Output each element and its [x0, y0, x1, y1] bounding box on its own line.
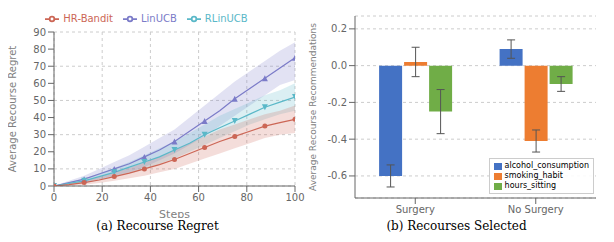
- html-text:LinUCB: LinUCB: [141, 13, 177, 24]
- html-text:smoking_habit: smoking_habit: [504, 171, 563, 180]
- svg-text:80: 80: [240, 192, 253, 203]
- html-text:RLinUCB: RLinUCB: [204, 13, 248, 24]
- svg-text:0: 0: [40, 181, 46, 192]
- svg-text:10: 10: [33, 163, 46, 174]
- svg-text:Steps: Steps: [159, 208, 190, 218]
- svg-text:-0.2: -0.2: [327, 97, 347, 108]
- svg-text:100: 100: [285, 192, 304, 203]
- svg-text:50: 50: [33, 95, 46, 106]
- svg-text:90: 90: [33, 27, 46, 38]
- svg-text:20: 20: [33, 146, 46, 157]
- svg-text:60: 60: [192, 192, 205, 203]
- svg-text:70: 70: [33, 61, 46, 72]
- svg-text:40: 40: [33, 112, 46, 123]
- html-text:(b) Recourses Selected: (b) Recourses Selected: [386, 219, 527, 233]
- svg-text:-0.6: -0.6: [327, 170, 347, 181]
- html-text:(a) Recourse Regret: (a) Recourse Regret: [96, 219, 219, 233]
- html-text:alcohol_consumption: alcohol_consumption: [504, 161, 589, 170]
- svg-text:No Surgery: No Surgery: [508, 204, 564, 215]
- svg-text:-0.4: -0.4: [327, 134, 347, 145]
- svg-text:Average Recourse Regret: Average Recourse Regret: [8, 46, 18, 173]
- svg-text:0.2: 0.2: [331, 23, 347, 34]
- svg-text:20: 20: [96, 192, 109, 203]
- svg-text:0: 0: [51, 192, 57, 203]
- svg-text:30: 30: [33, 129, 46, 140]
- svg-text:0.0: 0.0: [331, 60, 347, 71]
- svg-text:40: 40: [144, 192, 157, 203]
- svg-text:80: 80: [33, 44, 46, 55]
- html-text:hours_sitting: hours_sitting: [504, 181, 557, 190]
- svg-text:Average Recourse Recommendatio: Average Recourse Recommendations: [308, 23, 318, 191]
- svg-text:Surgery: Surgery: [396, 204, 435, 215]
- svg-text:60: 60: [33, 78, 46, 89]
- html-text:HR-Bandit: HR-Bandit: [63, 13, 113, 24]
